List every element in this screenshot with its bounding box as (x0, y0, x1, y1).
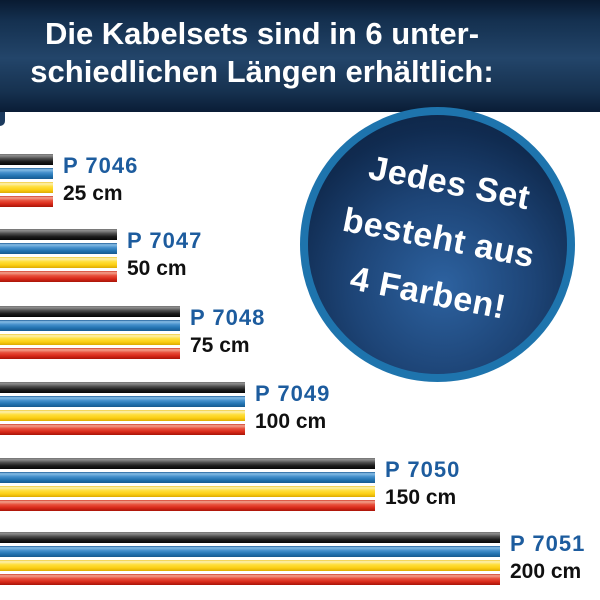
cable-length: 100 cm (255, 410, 327, 433)
cable-set-row: P 7048 75 cm (0, 306, 600, 359)
page-title: Die Kabelsets sind in 6 unter- schiedlic… (0, 0, 600, 91)
black-wire-stripe (0, 154, 53, 165)
cable-labels: P 7047 50 cm (127, 229, 202, 281)
header-banner: Die Kabelsets sind in 6 unter- schiedlic… (0, 0, 600, 112)
yellow-wire-stripe (0, 334, 180, 345)
cable-set-row: P 7046 25 cm (0, 154, 600, 207)
product-code: P 7049 (255, 381, 331, 406)
red-wire-stripe (0, 424, 245, 435)
cable-labels: P 7048 75 cm (190, 306, 265, 358)
yellow-wire-stripe (0, 410, 245, 421)
cable-bar (0, 306, 180, 359)
info-badge: Jedes Set besteht aus 4 Farben! (300, 107, 575, 382)
product-code: P 7046 (63, 153, 139, 178)
product-code: P 7047 (127, 228, 203, 253)
black-wire-stripe (0, 532, 500, 543)
yellow-wire-stripe (0, 486, 375, 497)
black-wire-stripe (0, 306, 180, 317)
cable-bar (0, 382, 245, 435)
blue-wire-stripe (0, 396, 245, 407)
cable-length: 200 cm (510, 560, 582, 583)
blue-wire-stripe (0, 243, 117, 254)
red-wire-stripe (0, 500, 375, 511)
cable-set-row: P 7050 150 cm (0, 458, 600, 511)
cable-set-row: P 7047 50 cm (0, 229, 600, 282)
cable-length: 75 cm (190, 334, 250, 357)
title-line-1: Die Kabelsets sind in 6 unter- (44, 16, 480, 51)
product-code: P 7050 (385, 457, 461, 482)
yellow-wire-stripe (0, 182, 53, 193)
cable-length: 150 cm (385, 486, 457, 509)
cable-bar (0, 458, 375, 511)
cable-bar (0, 532, 500, 585)
blue-wire-stripe (0, 546, 500, 557)
cable-bar (0, 229, 117, 282)
cable-length: 50 cm (127, 257, 187, 280)
black-wire-stripe (0, 229, 117, 240)
cable-labels: P 7051 200 cm (510, 532, 585, 584)
product-code: P 7048 (190, 305, 266, 330)
red-wire-stripe (0, 348, 180, 359)
yellow-wire-stripe (0, 560, 500, 571)
cable-set-row: P 7051 200 cm (0, 532, 600, 585)
cable-set-row: P 7049 100 cm (0, 382, 600, 435)
cable-labels: P 7050 150 cm (385, 458, 460, 510)
title-line-2: schiedlichen Längen erhältlich: (30, 54, 494, 89)
yellow-wire-stripe (0, 257, 117, 268)
red-wire-stripe (0, 574, 500, 585)
red-wire-stripe (0, 271, 117, 282)
black-wire-stripe (0, 458, 375, 469)
header-corner-notch (0, 112, 5, 126)
red-wire-stripe (0, 196, 53, 207)
cable-length: 25 cm (63, 182, 123, 205)
black-wire-stripe (0, 382, 245, 393)
cable-bar (0, 154, 53, 207)
blue-wire-stripe (0, 320, 180, 331)
cable-labels: P 7049 100 cm (255, 382, 330, 434)
badge-text: Jedes Set besteht aus 4 Farben! (287, 86, 591, 390)
blue-wire-stripe (0, 472, 375, 483)
blue-wire-stripe (0, 168, 53, 179)
product-code: P 7051 (510, 531, 586, 556)
cable-labels: P 7046 25 cm (63, 154, 138, 206)
